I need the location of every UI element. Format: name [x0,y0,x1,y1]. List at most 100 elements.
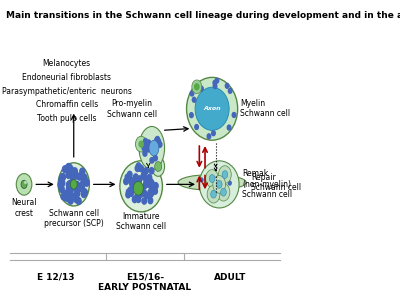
Circle shape [218,166,231,183]
Circle shape [144,192,149,199]
Circle shape [67,169,72,175]
Circle shape [66,163,71,170]
Circle shape [71,171,76,178]
Circle shape [128,175,132,182]
Circle shape [74,196,79,203]
Text: Chromaffin cells: Chromaffin cells [36,100,98,109]
Circle shape [58,182,63,188]
Circle shape [141,173,146,179]
Circle shape [126,176,130,182]
Circle shape [134,174,138,180]
Ellipse shape [178,175,246,190]
Circle shape [25,181,26,184]
Circle shape [82,174,87,181]
Circle shape [216,181,222,188]
Text: Schwann cell
precursor (SCP): Schwann cell precursor (SCP) [44,209,104,228]
Circle shape [207,185,220,203]
Circle shape [68,187,73,194]
Circle shape [200,86,203,91]
Circle shape [63,191,68,198]
Circle shape [227,125,231,130]
Circle shape [74,182,79,188]
Circle shape [209,175,215,182]
Circle shape [135,194,139,200]
Circle shape [213,175,226,193]
Circle shape [77,173,82,180]
Circle shape [144,176,148,183]
Circle shape [221,188,226,196]
Circle shape [138,165,142,171]
Circle shape [79,182,84,189]
Circle shape [62,166,68,173]
Text: Neural
crest: Neural crest [11,198,37,217]
Text: Main transitions in the Schwann cell lineage during development and in the adult: Main transitions in the Schwann cell lin… [6,11,400,20]
Text: Tooth pulp cells: Tooth pulp cells [37,114,96,123]
Ellipse shape [199,161,239,208]
Circle shape [232,113,236,117]
Circle shape [146,146,150,152]
Circle shape [70,178,75,185]
Circle shape [130,183,135,189]
Text: Repair
Schwann cell: Repair Schwann cell [251,173,301,192]
Ellipse shape [152,157,164,176]
Circle shape [84,179,89,186]
Circle shape [157,139,160,144]
Circle shape [192,97,196,102]
Circle shape [130,179,135,186]
Circle shape [66,182,71,188]
Circle shape [190,113,193,117]
Text: Immature
Schwann cell: Immature Schwann cell [116,212,166,231]
Circle shape [130,181,134,187]
Circle shape [151,188,155,194]
Circle shape [195,84,199,90]
Circle shape [21,180,27,188]
Ellipse shape [149,140,159,156]
Circle shape [128,187,132,193]
Ellipse shape [186,77,238,140]
Circle shape [192,80,202,94]
Circle shape [217,183,230,201]
Circle shape [72,168,77,175]
Circle shape [152,142,156,147]
Circle shape [138,191,142,198]
Circle shape [60,180,65,187]
Circle shape [132,180,136,187]
Circle shape [59,185,64,192]
Circle shape [153,155,157,161]
Circle shape [133,180,138,186]
Circle shape [140,185,145,191]
Circle shape [125,174,130,181]
Circle shape [149,191,153,197]
Text: Melanocytes: Melanocytes [42,59,91,68]
Circle shape [136,163,141,169]
Circle shape [63,194,68,201]
Circle shape [148,198,153,204]
Circle shape [206,170,218,187]
Circle shape [84,179,89,186]
Circle shape [213,84,217,89]
Circle shape [75,185,80,191]
Circle shape [70,173,76,180]
Circle shape [74,172,79,179]
Circle shape [213,179,216,183]
Circle shape [82,189,87,196]
Circle shape [60,174,65,181]
Circle shape [72,184,77,191]
Circle shape [142,145,146,151]
Circle shape [67,190,72,197]
Circle shape [158,142,162,147]
Circle shape [135,165,140,172]
Circle shape [143,182,148,188]
Circle shape [80,168,85,175]
Ellipse shape [120,161,162,212]
Circle shape [73,194,78,201]
Circle shape [67,164,72,171]
Circle shape [68,166,73,173]
Circle shape [73,183,78,190]
Circle shape [136,178,141,185]
Circle shape [76,198,81,204]
Circle shape [138,176,142,182]
Circle shape [16,174,32,195]
Ellipse shape [139,127,164,170]
Circle shape [156,137,160,142]
